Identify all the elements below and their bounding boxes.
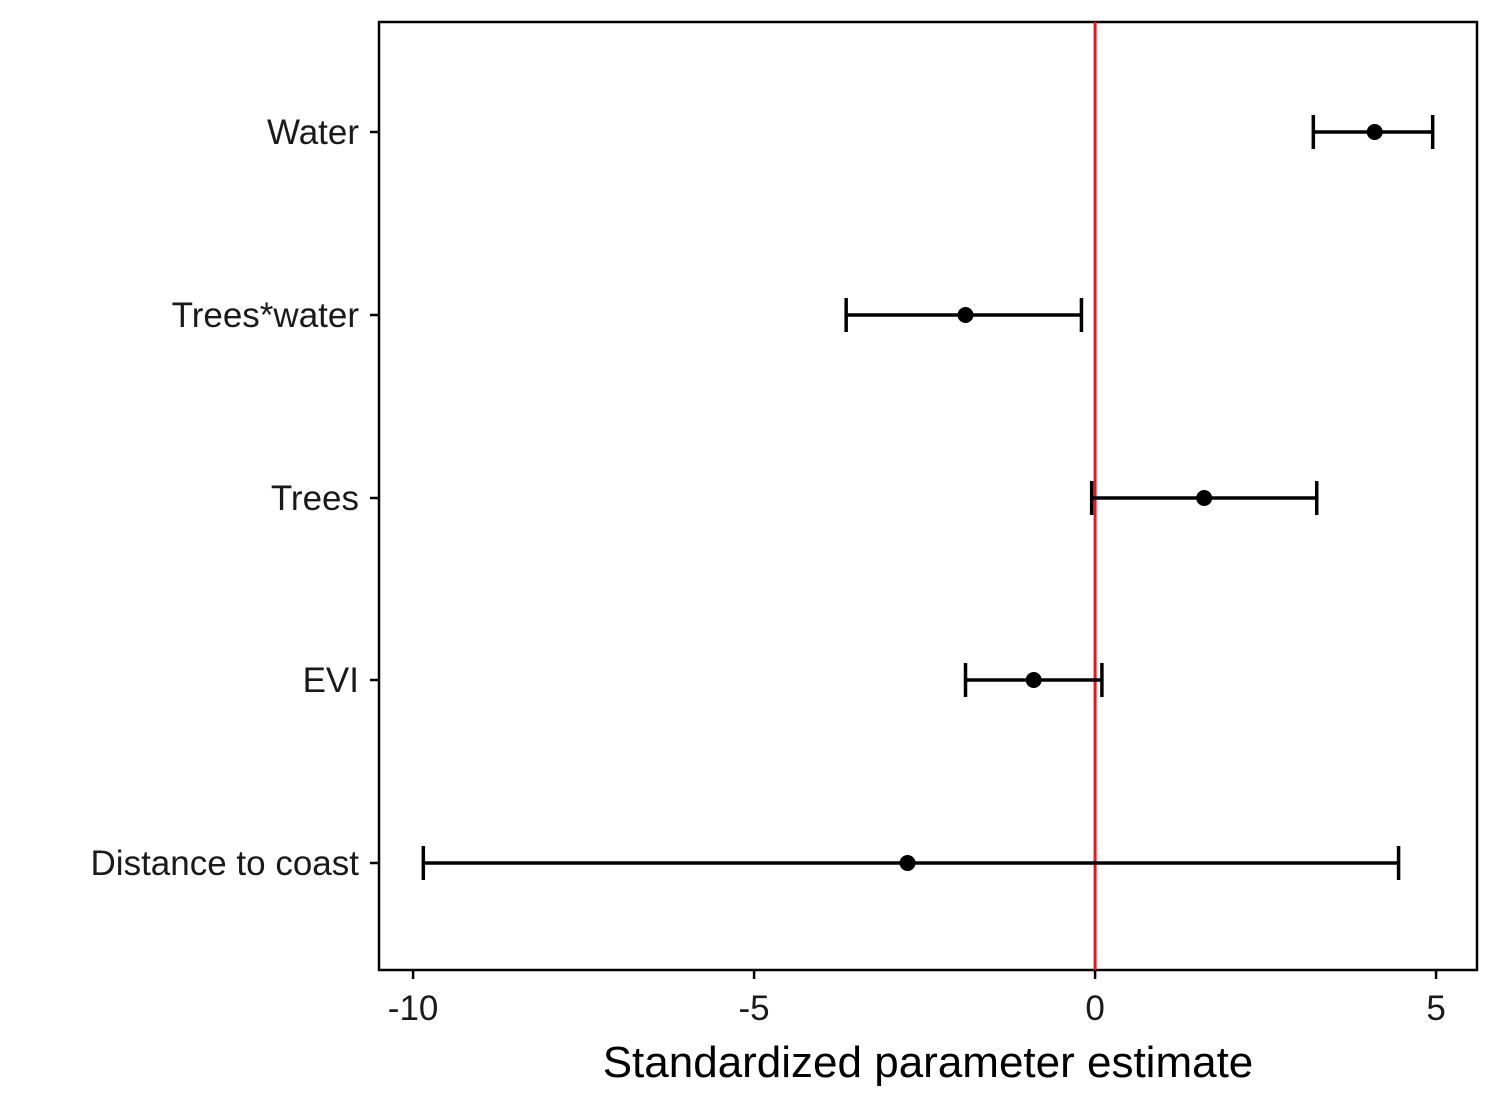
x-tick-label: -10	[388, 989, 439, 1028]
x-tick-label: -5	[739, 989, 770, 1028]
x-axis-ticks: -10 -5 0 5	[388, 970, 1446, 1028]
estimate-point	[899, 855, 916, 871]
error-bars-layer	[421, 115, 1435, 880]
plot-panel-border	[377, 20, 1479, 972]
x-tick-label: 5	[1426, 989, 1445, 1028]
x-tick-label: 0	[1085, 989, 1104, 1028]
estimate-point	[1025, 672, 1042, 688]
y-tick-label: Distance to coast	[91, 844, 360, 883]
estimate-point	[957, 307, 974, 323]
points-layer	[899, 124, 1383, 871]
y-tick-label: Trees*water	[172, 296, 360, 335]
y-tick-label: Water	[267, 113, 359, 152]
y-tick-label: Trees	[271, 479, 359, 518]
y-axis-ticks: Water Trees*water Trees EVI Distance to coas…	[91, 113, 379, 883]
y-tick-label: EVI	[303, 661, 359, 700]
estimate-point	[1196, 490, 1213, 506]
x-axis-title: Standardized parameter estimate	[603, 1038, 1254, 1087]
estimate-point	[1366, 124, 1383, 140]
